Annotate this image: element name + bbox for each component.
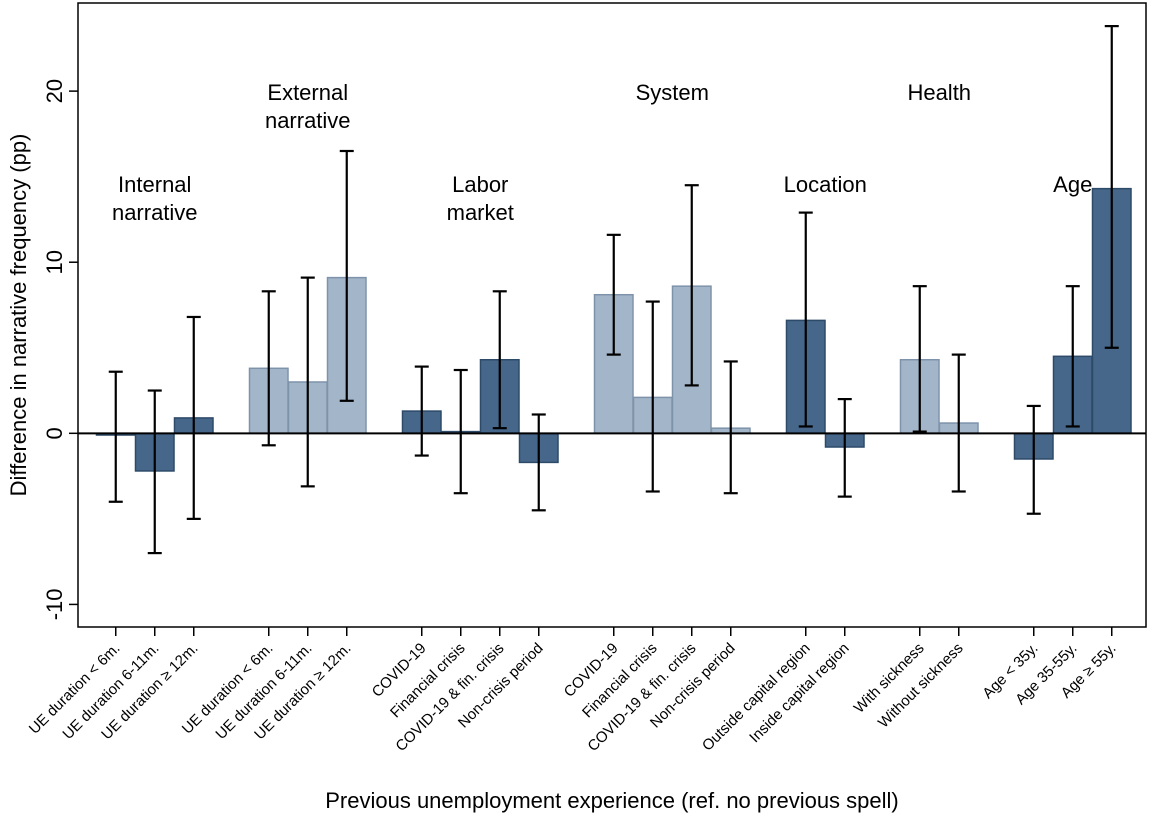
group-label: narrative bbox=[112, 200, 198, 225]
group-label: market bbox=[447, 200, 514, 225]
y-tick-label: 0 bbox=[42, 427, 67, 439]
group-label: Internal bbox=[118, 172, 191, 197]
x-axis-title: Previous unemployment experience (ref. n… bbox=[325, 788, 899, 813]
group-labels-layer: Internal narrative External narrative Labor m… bbox=[112, 80, 1092, 225]
group-label: External bbox=[267, 80, 348, 105]
y-axis-title: Difference in narrative frequency (pp) bbox=[6, 134, 31, 497]
y-axis: -10 0 10 20 bbox=[42, 79, 78, 620]
group-label: narrative bbox=[265, 108, 351, 133]
group-label: System bbox=[636, 80, 709, 105]
group-label: Labor bbox=[452, 172, 508, 197]
group-label: Location bbox=[784, 172, 867, 197]
y-tick-label: 10 bbox=[42, 250, 67, 274]
error-bars-layer bbox=[108, 24, 1119, 555]
group-label: Health bbox=[907, 80, 971, 105]
group-label: Age bbox=[1053, 172, 1092, 197]
x-axis: UE duration < 6m.UE duration 6-11m.UE du… bbox=[26, 627, 1120, 755]
y-tick-label: 20 bbox=[42, 79, 67, 103]
y-tick-label: -10 bbox=[42, 589, 67, 621]
